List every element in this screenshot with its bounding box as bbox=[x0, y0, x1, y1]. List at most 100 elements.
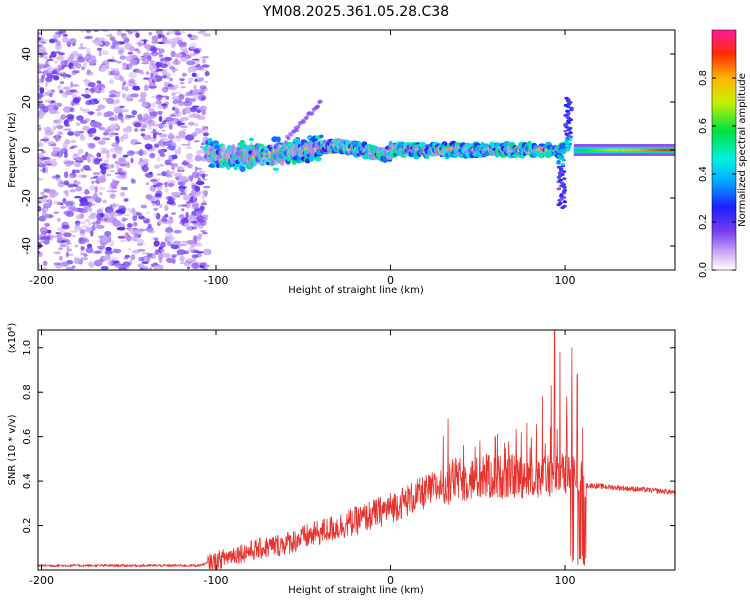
noise-speck bbox=[168, 132, 174, 139]
noise-speck bbox=[80, 133, 84, 139]
noise-speck bbox=[183, 100, 193, 107]
noise-speck bbox=[120, 191, 126, 197]
noise-speck bbox=[102, 256, 109, 261]
noise-speck bbox=[71, 71, 77, 76]
noise-speck bbox=[83, 93, 90, 99]
noise-speck bbox=[119, 105, 125, 108]
band-blob bbox=[233, 166, 238, 171]
noise-speck bbox=[124, 254, 130, 259]
noise-speck bbox=[96, 152, 102, 158]
noise-speck bbox=[114, 150, 119, 154]
noise-speck bbox=[42, 167, 46, 174]
noise-speck bbox=[202, 125, 207, 131]
noise-speck bbox=[89, 184, 96, 191]
noise-speck bbox=[153, 213, 158, 217]
noise-speck bbox=[188, 214, 195, 221]
noise-speck bbox=[173, 229, 182, 234]
band-blob bbox=[559, 142, 567, 150]
streak-blob bbox=[304, 115, 309, 120]
noise-speck bbox=[200, 170, 206, 174]
noise-speck bbox=[132, 221, 138, 227]
snr-y-scale-label: (x10⁴) bbox=[7, 323, 18, 354]
noise-speck bbox=[100, 265, 109, 270]
noise-speck bbox=[104, 250, 114, 255]
noise-speck bbox=[125, 95, 132, 102]
noise-speck bbox=[110, 68, 120, 71]
noise-speck bbox=[87, 262, 94, 266]
noise-speck bbox=[123, 218, 128, 221]
noise-speck bbox=[201, 194, 206, 200]
snr-x-ticks: -200 -100 0 100 bbox=[29, 330, 576, 587]
noise-speck bbox=[94, 40, 104, 47]
noise-speck bbox=[186, 239, 196, 245]
spike-blob bbox=[556, 165, 562, 169]
noise-speck bbox=[41, 195, 49, 199]
noise-speck bbox=[98, 186, 106, 191]
noise-speck bbox=[82, 165, 91, 171]
noise-speck bbox=[191, 171, 200, 179]
noise-speck bbox=[75, 63, 82, 69]
noise-speck bbox=[158, 257, 163, 264]
noise-speck bbox=[156, 173, 163, 176]
noise-speck bbox=[145, 134, 151, 137]
noise-speck bbox=[53, 262, 62, 266]
noise-speck bbox=[55, 43, 62, 51]
x-tick-label: -200 bbox=[29, 274, 54, 287]
noise-speck bbox=[185, 211, 189, 219]
noise-speck bbox=[74, 196, 82, 199]
noise-speck bbox=[170, 50, 176, 58]
spike-blob bbox=[560, 181, 565, 185]
noise-speck bbox=[116, 60, 122, 64]
noise-speck bbox=[134, 128, 139, 132]
colorbar-tick-label: 0.8 bbox=[698, 70, 709, 86]
noise-speck bbox=[66, 183, 75, 187]
noise-speck bbox=[88, 214, 97, 220]
noise-speck bbox=[68, 206, 77, 211]
colorbar-label: Normalized spectral amplitude bbox=[737, 73, 748, 227]
noise-speck bbox=[159, 153, 166, 157]
x-tick-label: 100 bbox=[555, 274, 576, 287]
noise-speck bbox=[90, 120, 99, 128]
noise-speck bbox=[123, 37, 130, 43]
noise-speck bbox=[73, 97, 80, 104]
noise-speck bbox=[73, 54, 79, 60]
noise-speck bbox=[147, 223, 152, 229]
noise-speck bbox=[94, 86, 100, 93]
noise-speck bbox=[72, 169, 76, 175]
noise-speck bbox=[74, 161, 81, 168]
noise-speck bbox=[106, 190, 112, 193]
noise-speck bbox=[64, 139, 71, 145]
noise-speck bbox=[44, 99, 52, 103]
y-tick-label: 0.4 bbox=[22, 473, 33, 489]
noise-speck bbox=[41, 150, 46, 154]
band-blob bbox=[248, 137, 254, 141]
noise-speck bbox=[181, 208, 185, 212]
noise-speck bbox=[78, 46, 87, 50]
noise-speck bbox=[109, 169, 115, 173]
noise-speck bbox=[161, 124, 168, 128]
noise-speck bbox=[191, 205, 200, 210]
noise-speck bbox=[168, 182, 174, 188]
noise-speck bbox=[96, 80, 102, 84]
noise-speck bbox=[202, 56, 210, 59]
y-tick-label: 0.8 bbox=[22, 384, 33, 400]
noise-speck bbox=[58, 255, 63, 261]
noise-speck bbox=[177, 204, 182, 208]
noise-speck bbox=[56, 201, 62, 206]
y-tick-label: 0.2 bbox=[22, 518, 33, 534]
noise-speck bbox=[115, 164, 120, 170]
noise-speck bbox=[173, 163, 179, 168]
noise-speck bbox=[84, 226, 93, 233]
noise-speck bbox=[60, 114, 67, 120]
noise-speck bbox=[82, 238, 90, 243]
noise-speck bbox=[149, 152, 156, 159]
noise-speck bbox=[157, 67, 161, 71]
noise-speck bbox=[57, 131, 63, 136]
noise-speck bbox=[161, 121, 167, 125]
noise-speck bbox=[141, 261, 149, 265]
noise-speck bbox=[87, 206, 93, 213]
noise-speck bbox=[145, 182, 150, 186]
noise-speck bbox=[141, 91, 147, 99]
noise-speck bbox=[165, 257, 175, 262]
noise-speck bbox=[81, 66, 85, 70]
